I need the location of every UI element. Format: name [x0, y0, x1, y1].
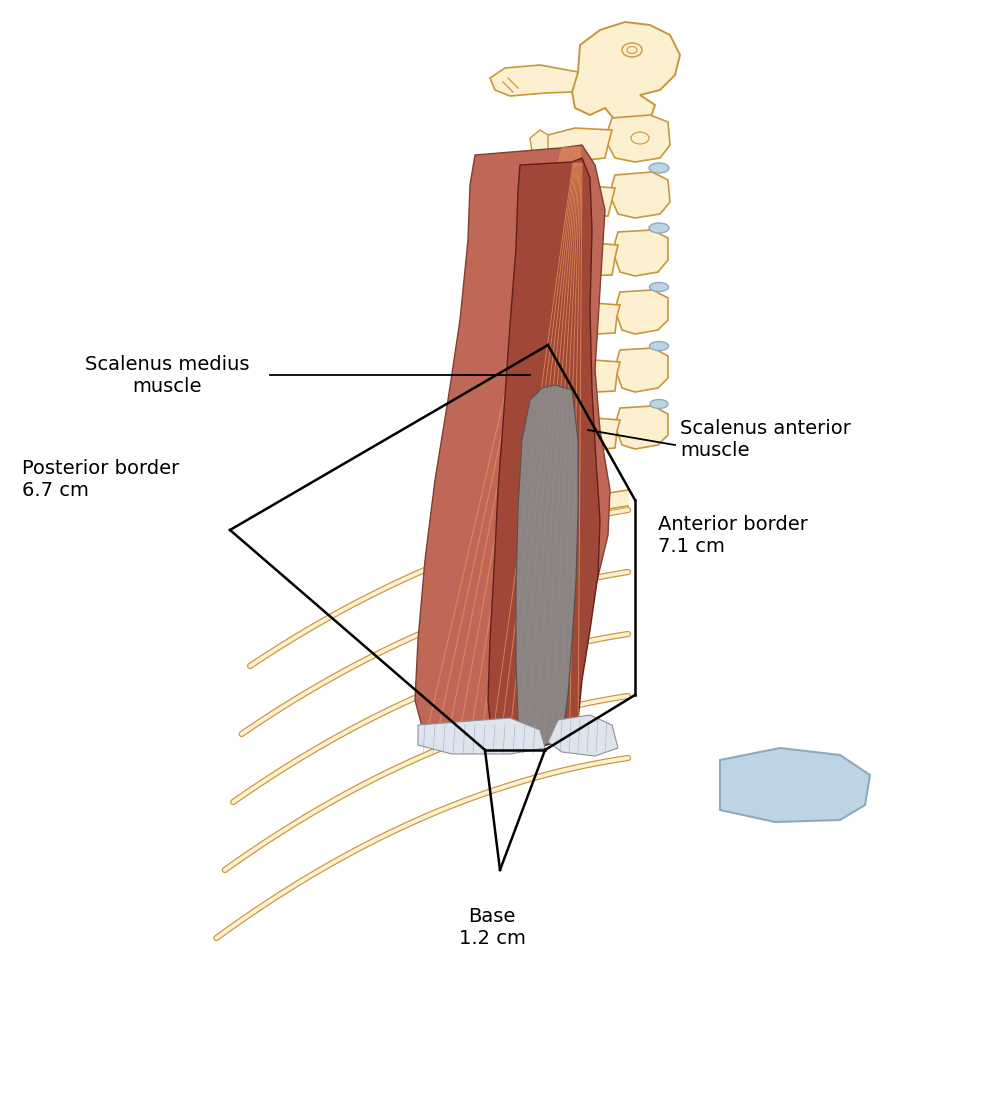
Polygon shape	[528, 246, 553, 276]
Polygon shape	[530, 362, 556, 393]
Polygon shape	[551, 416, 620, 450]
Text: Base
1.2 cm: Base 1.2 cm	[458, 907, 526, 948]
Polygon shape	[526, 189, 550, 218]
Polygon shape	[549, 359, 620, 393]
Polygon shape	[516, 385, 578, 745]
Ellipse shape	[650, 400, 668, 409]
Polygon shape	[415, 145, 610, 747]
Polygon shape	[546, 242, 618, 276]
Polygon shape	[720, 747, 870, 822]
Ellipse shape	[622, 43, 642, 57]
Polygon shape	[608, 115, 670, 162]
Ellipse shape	[650, 283, 668, 292]
Ellipse shape	[649, 163, 669, 173]
Polygon shape	[418, 718, 545, 754]
Text: Posterior border
6.7 cm: Posterior border 6.7 cm	[22, 459, 179, 501]
Polygon shape	[549, 302, 620, 335]
Polygon shape	[617, 290, 668, 334]
Polygon shape	[548, 715, 618, 756]
Polygon shape	[617, 406, 668, 449]
Ellipse shape	[649, 222, 669, 233]
Polygon shape	[617, 349, 668, 392]
Text: Scalenus anterior
muscle: Scalenus anterior muscle	[680, 420, 851, 460]
Polygon shape	[530, 130, 548, 158]
Polygon shape	[572, 22, 680, 125]
Ellipse shape	[650, 342, 668, 351]
Polygon shape	[543, 185, 615, 218]
Polygon shape	[615, 230, 668, 276]
Polygon shape	[612, 172, 670, 218]
Polygon shape	[490, 65, 578, 96]
Text: Anterior border
7.1 cm: Anterior border 7.1 cm	[658, 514, 808, 556]
Polygon shape	[530, 306, 556, 336]
Polygon shape	[532, 420, 558, 450]
Polygon shape	[488, 158, 600, 747]
Text: Scalenus medius
muscle: Scalenus medius muscle	[85, 354, 250, 396]
Polygon shape	[540, 128, 612, 162]
